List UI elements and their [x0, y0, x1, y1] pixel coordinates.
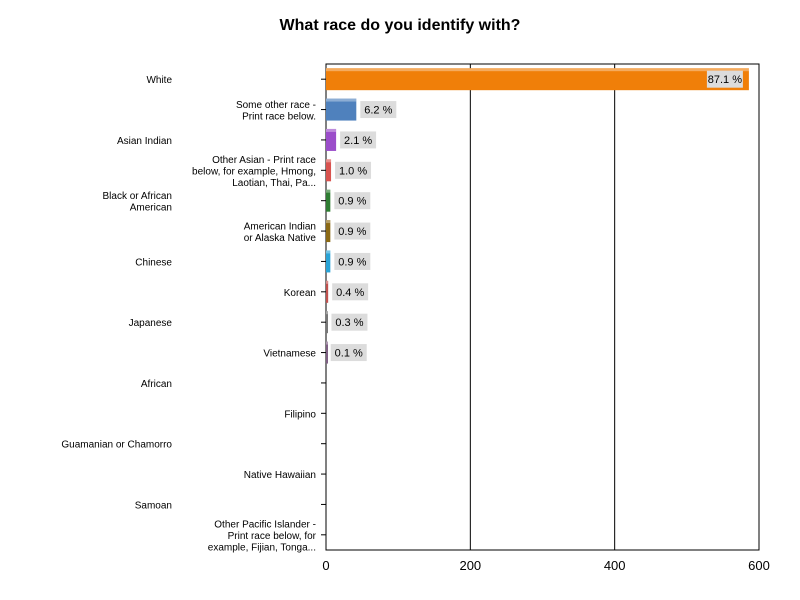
category-label-line: below, for example, Hmong,: [192, 166, 316, 177]
data-label-box: [360, 101, 397, 119]
category-label-line: Filipino: [284, 409, 316, 420]
data-label: 6.2 %: [364, 105, 392, 117]
category-label-line: American Indian: [244, 221, 316, 232]
x-tick-label: 200: [459, 558, 481, 573]
plot-frame: [325, 63, 760, 551]
category-label-line: Samoan: [135, 500, 172, 511]
gridlines: [325, 63, 760, 551]
bar: [326, 128, 337, 151]
bar-highlight: [326, 189, 331, 193]
category-label-line: Other Asian - Print race: [212, 155, 316, 166]
category-label: Vietnamese: [263, 349, 316, 360]
bar-highlight: [326, 280, 329, 284]
data-label: 0.3 %: [335, 317, 363, 329]
data-label: 0.9 %: [338, 226, 366, 238]
category-label: Samoan: [135, 500, 172, 511]
category-label: Native Hawaiian: [244, 470, 316, 481]
bar: [326, 250, 331, 273]
category-label-line: Chinese: [135, 257, 172, 268]
data-label-box: [706, 70, 743, 88]
bar-highlight: [326, 128, 337, 132]
data-label-box: [331, 313, 368, 331]
data-label-box: [334, 192, 371, 210]
data-label: 0.1 %: [335, 348, 363, 360]
bar-highlight: [326, 68, 749, 72]
category-label: Some other race -Print race below.: [236, 100, 316, 123]
bar: [326, 189, 331, 212]
chart-title: What race do you identify with?: [279, 17, 521, 34]
category-label: Asian Indian: [117, 136, 172, 147]
category-label: White: [146, 75, 172, 86]
x-tick-label: 600: [748, 558, 770, 573]
data-label: 2.1 %: [344, 135, 372, 147]
data-label: 0.9 %: [338, 196, 366, 208]
category-label-line: Some other race -: [236, 100, 316, 111]
category-label: Chinese: [135, 257, 172, 268]
bar-highlight: [326, 311, 328, 315]
data-label-box: [340, 131, 377, 149]
bar-highlight: [326, 250, 331, 254]
bar: [326, 311, 328, 334]
category-label: Guamanian or Chamorro: [61, 440, 172, 451]
bar: [326, 341, 328, 364]
category-label: African: [141, 379, 172, 390]
category-label: Japanese: [129, 318, 173, 329]
category-label-line: Other Pacific Islander -: [214, 519, 316, 530]
x-axis-ticks: 0 200 400 600: [321, 78, 770, 573]
category-label-line: or Alaska Native: [244, 233, 317, 244]
x-tick-label: 400: [604, 558, 626, 573]
bars: 87.1 % 6.2 % 2.1 % 1.0 % 0.9 % 0.9 % 0.9 % 0.4 …: [326, 68, 749, 364]
category-labels: White Some other race -Print race below. A…: [61, 75, 316, 553]
bar-highlight: [326, 159, 332, 163]
category-label-line: Vietnamese: [263, 349, 316, 360]
bar-highlight: [326, 220, 331, 224]
bar: [326, 280, 329, 303]
category-label-line: Laotian, Thai, Pa...: [232, 178, 316, 189]
category-label-line: Black or African: [103, 191, 172, 202]
category-label: Filipino: [284, 409, 316, 420]
data-label-box: [334, 222, 371, 240]
category-label-line: Native Hawaiian: [244, 470, 316, 481]
data-label: 0.4 %: [336, 287, 364, 299]
category-label: Other Pacific Islander -Print race below…: [208, 519, 317, 553]
x-tick-label: 0: [322, 558, 329, 573]
category-label-line: Japanese: [129, 318, 173, 329]
data-label: 1.0 %: [339, 165, 367, 177]
category-label-line: White: [146, 75, 172, 86]
bar: [326, 220, 331, 243]
category-label-line: American: [130, 202, 172, 213]
category-label-line: Print race below.: [242, 111, 316, 122]
bar: [326, 68, 749, 91]
data-label: 0.9 %: [338, 256, 366, 268]
category-label-line: Korean: [284, 288, 316, 299]
category-label-line: example, Fijian, Tonga...: [208, 542, 316, 553]
bar: [326, 98, 357, 121]
data-label-box: [330, 344, 367, 362]
bar-highlight: [326, 98, 357, 102]
category-label: Korean: [284, 288, 316, 299]
category-label-line: Print race below, for: [228, 531, 317, 542]
data-label-box: [334, 252, 371, 270]
bar: [326, 159, 332, 182]
data-label: 87.1 %: [708, 74, 742, 86]
data-label-box: [332, 283, 369, 301]
bar-highlight: [326, 341, 328, 345]
category-label-line: Guamanian or Chamorro: [61, 440, 172, 451]
category-label-line: Asian Indian: [117, 136, 172, 147]
data-label-box: [335, 161, 372, 179]
category-label-line: African: [141, 379, 172, 390]
